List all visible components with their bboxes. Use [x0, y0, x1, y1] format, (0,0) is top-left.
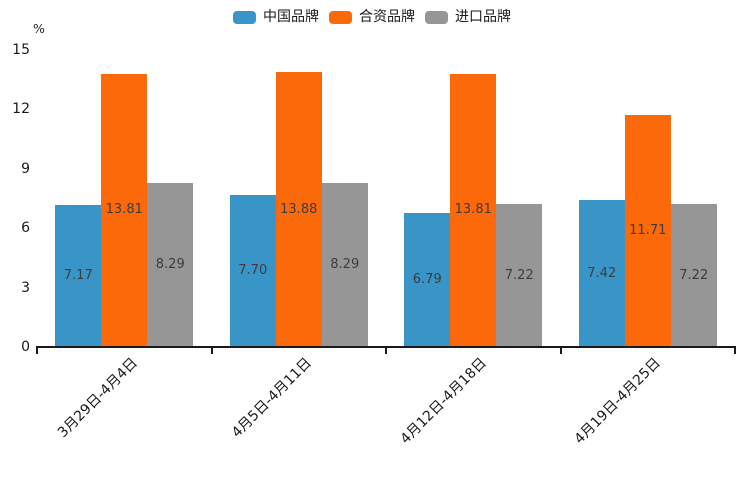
legend-item: 合资品牌: [329, 9, 415, 25]
x-axis-tick: [734, 346, 736, 354]
bar: [147, 182, 194, 347]
x-axis-tick: [36, 346, 38, 354]
bar: [321, 182, 368, 347]
bar: [229, 194, 276, 347]
bar-value-label: 8.29: [330, 256, 360, 272]
bar-value-label: 7.22: [504, 267, 534, 283]
x-axis-tick: [559, 346, 562, 354]
y-axis-tick-label: 3: [21, 279, 30, 296]
y-axis-tick-label: 0: [21, 339, 30, 355]
bar: [624, 115, 671, 347]
bar: [55, 205, 102, 347]
bar-value-label: 13.81: [105, 202, 143, 218]
bar: [670, 204, 717, 347]
bar: [404, 212, 451, 347]
x-axis-category-label: 4月5日-4月11日: [229, 355, 316, 441]
legend-label: 中国品牌: [263, 9, 319, 25]
y-axis-tick-label: 15: [12, 42, 30, 58]
bar-value-label: 11.71: [629, 223, 667, 239]
bar: [101, 73, 148, 347]
bar-value-label: 13.81: [454, 202, 492, 218]
legend-label: 进口品牌: [455, 9, 511, 25]
x-axis-category-label: 3月29日-4月4日: [54, 355, 141, 441]
x-axis-tick: [210, 346, 213, 354]
bar-value-label: 8.29: [155, 256, 185, 272]
legend-item: 进口品牌: [425, 9, 511, 25]
bar-value-label: 7.17: [63, 268, 93, 284]
bar: [450, 73, 497, 347]
y-axis-tick-label: 6: [21, 220, 30, 237]
legend-item: 中国品牌: [233, 9, 319, 25]
y-axis-tick-label: 9: [21, 160, 30, 177]
bar-value-label: 7.70: [238, 262, 268, 278]
bar-value-label: 7.42: [587, 265, 617, 281]
y-axis-tick-label: 12: [12, 101, 30, 118]
x-axis-category-label: 4月19日-4月25日: [571, 355, 665, 448]
legend-swatch-icon: [329, 10, 352, 24]
x-axis-category-label: 4月12日-4月18日: [397, 355, 490, 448]
legend: 中国品牌 合资品牌 进口品牌: [0, 8, 744, 26]
bar: [578, 200, 625, 347]
legend-swatch-icon: [233, 10, 256, 24]
y-axis-unit-label: %: [33, 21, 45, 36]
bar-value-label: 6.79: [412, 271, 442, 287]
x-axis-tick: [385, 346, 387, 354]
bar: [275, 72, 322, 347]
bar: [496, 204, 543, 347]
legend-label: 合资品牌: [359, 9, 415, 25]
bar-value-label: 7.22: [679, 267, 709, 283]
bar-value-label: 13.88: [280, 201, 318, 217]
legend-swatch-icon: [425, 10, 448, 24]
